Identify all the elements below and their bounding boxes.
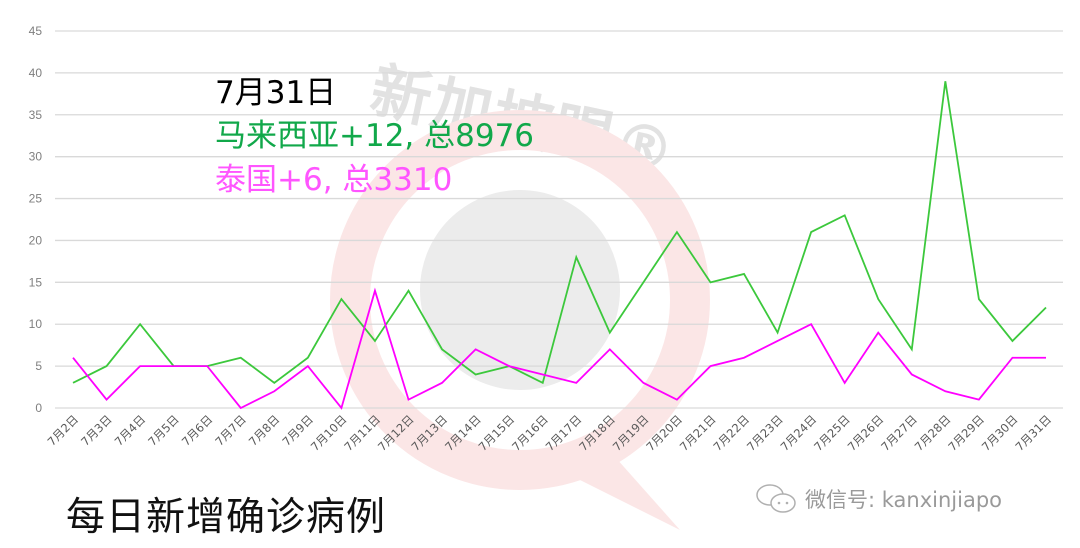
gridlines [55, 30, 1063, 409]
wechat-id: 微信号: kanxinjiapo [805, 488, 1003, 512]
y-tick-label: 15 [29, 275, 43, 289]
annotation-date: 7月31日 [215, 75, 337, 111]
x-tick-label: 7月15日 [476, 412, 518, 454]
y-tick-label: 0 [35, 401, 42, 415]
x-tick-label: 7月16日 [509, 412, 551, 454]
x-tick-label: 7月7日 [212, 412, 249, 449]
x-tick-label: 7月3日 [78, 412, 115, 449]
y-axis-ticks: 0 5 10 15 20 25 30 35 40 45 [29, 24, 43, 415]
x-tick-label: 7月2日 [45, 412, 82, 449]
x-tick-label: 7月23日 [744, 412, 786, 454]
x-tick-label: 7月29日 [945, 412, 987, 454]
x-tick-label: 7月24日 [778, 412, 820, 454]
x-tick-label: 7月28日 [912, 412, 954, 454]
y-tick-label: 35 [29, 108, 43, 122]
annotation-thailand: 泰国+6, 总3310 [215, 162, 453, 198]
x-tick-label: 7月26日 [845, 412, 887, 454]
x-tick-label: 7月31日 [1012, 412, 1054, 454]
x-tick-label: 7月27日 [878, 412, 920, 454]
x-tick-label: 7月5日 [145, 412, 182, 449]
y-tick-label: 10 [29, 317, 43, 331]
x-tick-label: 7月30日 [979, 412, 1021, 454]
y-tick-label: 5 [35, 359, 42, 373]
annotation-malaysia: 马来西亚+12, 总8976 [215, 118, 535, 154]
series-line-马来西亚 [72, 81, 1047, 385]
x-tick-label: 7月6日 [179, 412, 216, 449]
x-tick-label: 7月22日 [710, 412, 752, 454]
y-tick-label: 45 [29, 24, 43, 38]
x-axis-ticks: 7月2日7月3日7月4日7月5日7月6日7月7日7月8日7月9日7月10日7月1… [45, 412, 1055, 454]
wechat-icon [756, 484, 796, 513]
series-line-泰国 [72, 287, 1046, 410]
x-tick-label: 7月8日 [246, 412, 283, 449]
y-tick-label: 40 [29, 66, 43, 80]
x-tick-label: 7月11日 [341, 412, 383, 454]
chart-title: 每日新增确诊病例 [66, 495, 387, 540]
y-tick-label: 25 [29, 192, 43, 206]
series-lines [72, 81, 1047, 410]
y-tick-label: 20 [29, 233, 43, 247]
x-tick-label: 7月4日 [112, 412, 149, 449]
x-tick-label: 7月10日 [308, 412, 350, 454]
wechat-watermark: 微信号: kanxinjiapo [755, 482, 1002, 516]
x-tick-label: 7月21日 [677, 412, 719, 454]
y-tick-label: 30 [29, 150, 43, 164]
x-tick-label: 7月25日 [811, 412, 853, 454]
